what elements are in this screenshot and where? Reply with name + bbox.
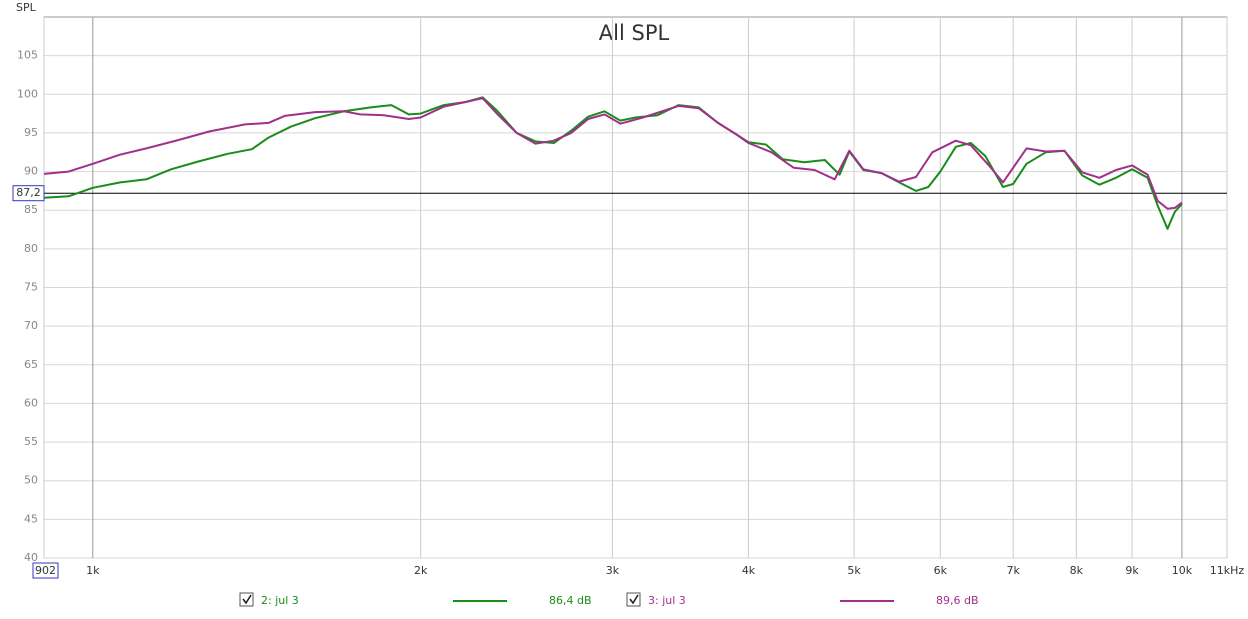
legend-checkbox[interactable] — [626, 592, 641, 607]
x-tick-label: 2k — [414, 564, 428, 577]
y-tick-label: 45 — [24, 512, 38, 525]
y-tick-label: 105 — [17, 49, 38, 62]
x-tick-label: 5k — [847, 564, 861, 577]
y-axis-label: SPL — [16, 1, 37, 14]
y-tick-label: 40 — [24, 551, 38, 564]
x-tick-label: 10k — [1172, 564, 1193, 577]
y-tick-label: 75 — [24, 281, 38, 294]
y-tick-label: 85 — [24, 203, 38, 216]
y-tick-label: 60 — [24, 396, 38, 409]
y-tick-label: 95 — [24, 126, 38, 139]
checkmark — [242, 594, 252, 605]
y-tick-label: 55 — [24, 435, 38, 448]
y-tick-label: 70 — [24, 319, 38, 332]
legend-value: 89,6 dB — [936, 594, 979, 607]
cursor-label: 87,2 — [16, 186, 41, 199]
y-tick-label: 50 — [24, 474, 38, 487]
x-tick-label: 9k — [1125, 564, 1139, 577]
y-tick-label: 80 — [24, 242, 38, 255]
x-start-box — [32, 562, 59, 579]
cursor-box — [12, 185, 45, 202]
x-tick-label: 902 — [35, 564, 56, 577]
x-tick-label: 11kHz — [1210, 564, 1245, 577]
y-tick-label: 65 — [24, 358, 38, 371]
checkmark — [629, 594, 639, 605]
x-tick-label: 8k — [1070, 564, 1084, 577]
x-tick-label: 7k — [1007, 564, 1021, 577]
series-line — [43, 97, 1183, 210]
legend-value: 86,4 dB — [549, 594, 592, 607]
x-tick-label: 6k — [934, 564, 948, 577]
legend-label: 2: jul 3 — [261, 594, 299, 607]
x-tick-label: 4k — [742, 564, 756, 577]
y-tick-label: 100 — [17, 87, 38, 100]
x-tick-label: 3k — [606, 564, 620, 577]
legend-checkbox[interactable] — [239, 592, 254, 607]
chart-title: All SPL — [599, 21, 670, 45]
y-tick-label: 90 — [24, 165, 38, 178]
x-tick-label: 1k — [86, 564, 100, 577]
legend-label: 3: jul 3 — [648, 594, 686, 607]
